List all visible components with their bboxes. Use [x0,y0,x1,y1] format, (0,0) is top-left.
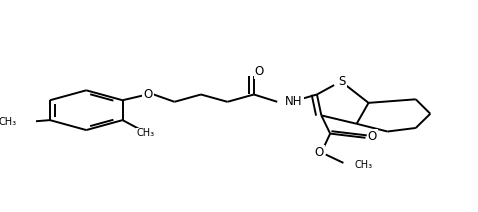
Text: NH: NH [285,95,303,108]
Text: O: O [368,130,377,143]
Text: CH₃: CH₃ [0,117,16,127]
Text: CH₃: CH₃ [354,160,372,170]
Text: S: S [338,75,346,88]
Text: CH₃: CH₃ [136,128,154,138]
Text: O: O [143,88,152,101]
Text: O: O [255,65,264,78]
Text: O: O [315,146,324,159]
